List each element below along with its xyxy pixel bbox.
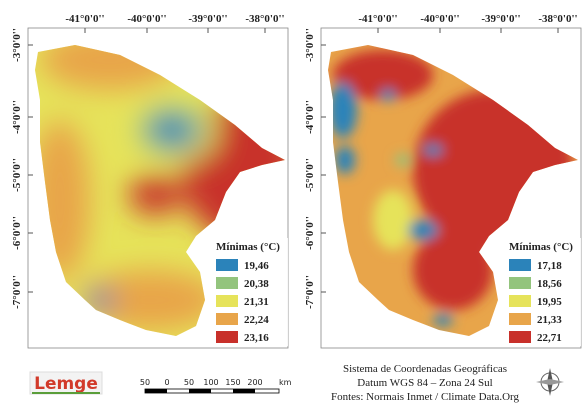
legend-label: 23,16 (244, 332, 269, 344)
logo: Lemge (29, 371, 103, 395)
legend-swatch (509, 259, 531, 271)
scale-label: 0 (164, 378, 169, 387)
legend-swatch (216, 259, 238, 271)
legend-label: 19,46 (244, 260, 269, 272)
latitude-label: -3°0'0'' (11, 28, 23, 62)
legend-label: 17,18 (537, 260, 562, 272)
legend-label: 18,56 (537, 278, 562, 290)
scale-label: 50 (140, 378, 150, 387)
longitude-label: -40°0'0'' (127, 13, 166, 25)
legend-title: Mínimas (°C) (216, 241, 280, 253)
map-zone (333, 50, 433, 100)
scale-seg (145, 389, 167, 393)
scale-label: km (279, 378, 292, 387)
legend-swatch (216, 277, 238, 289)
longitude-label: -41°0'0'' (358, 13, 397, 25)
map-panel: -41°0'0'' -40°0'0'' -39°0'0'' -38°0'0'' -3°0… (304, 13, 582, 349)
latitude-label: -3°0'0'' (304, 28, 316, 62)
longitude-label: -40°0'0'' (420, 13, 459, 25)
compass-needle (536, 379, 564, 385)
map-zone (395, 154, 411, 166)
map-zone (329, 82, 357, 138)
scale-seg (233, 389, 255, 393)
legend-swatch (216, 295, 238, 307)
logo-text: Lemge (34, 374, 98, 394)
map-zone (129, 175, 181, 215)
longitude-label: -38°0'0'' (245, 13, 284, 25)
scale-label: 200 (247, 378, 262, 387)
legend-swatch (216, 313, 238, 325)
legend-swatch (509, 295, 531, 307)
legend-label: 21,33 (537, 314, 562, 326)
footer-line: Datum WGS 84 – Zona 24 Sul (357, 377, 492, 389)
longitude-label: -39°0'0'' (481, 13, 520, 25)
map-zone (380, 89, 396, 101)
scale-label: 50 (184, 378, 194, 387)
legend-swatch (509, 331, 531, 343)
legend-box (208, 238, 288, 346)
longitude-label: -38°0'0'' (538, 13, 577, 25)
latitude-label: -6°0'0'' (304, 216, 316, 250)
map-zone (40, 45, 180, 90)
legend-swatch (509, 277, 531, 289)
latitude-label: -4°0'0'' (304, 100, 316, 134)
longitude-label: -41°0'0'' (65, 13, 104, 25)
north-arrow (536, 368, 564, 396)
latitude-label: -7°0'0'' (304, 275, 316, 309)
map-zone (413, 230, 493, 310)
latitude-label: -5°0'0'' (11, 158, 23, 192)
logo-bar (32, 392, 100, 394)
legend-box (501, 238, 581, 346)
footer-line: Sistema de Coordenadas Geográficas (343, 363, 507, 375)
latitude-label: -6°0'0'' (11, 216, 23, 250)
map-zone (433, 314, 453, 326)
latitude-label: -7°0'0'' (11, 275, 23, 309)
map-zone (86, 290, 114, 310)
legend-label: 22,71 (537, 332, 562, 344)
legend-label: 19,95 (537, 296, 562, 308)
map-zone (408, 220, 438, 240)
map-zone (423, 144, 443, 156)
map-zone (80, 270, 220, 330)
legend-label: 22,24 (244, 314, 269, 326)
longitude-label: -39°0'0'' (188, 13, 227, 25)
map-zone (373, 190, 413, 250)
legend-swatch (509, 313, 531, 325)
latitude-label: -5°0'0'' (304, 158, 316, 192)
latitude-label: -4°0'0'' (11, 100, 23, 134)
footer-line: Fontes: Normais Inmet / Climate Data.Org (331, 391, 519, 403)
legend-label: 20,38 (244, 278, 269, 290)
legend-label: 21,31 (244, 296, 269, 308)
map-panel: -41°0'0'' -40°0'0'' -39°0'0'' -38°0'0'' -3°0… (11, 13, 289, 349)
map-zone (148, 114, 196, 146)
scale-bar: 50 0 50 100 150 200 km (140, 378, 292, 394)
legend-title: Mínimas (°C) (509, 241, 573, 253)
map-zone (335, 146, 355, 174)
legend-swatch (216, 331, 238, 343)
scale-seg (189, 389, 211, 393)
scale-label: 150 (225, 378, 240, 387)
scale-label: 100 (203, 378, 218, 387)
